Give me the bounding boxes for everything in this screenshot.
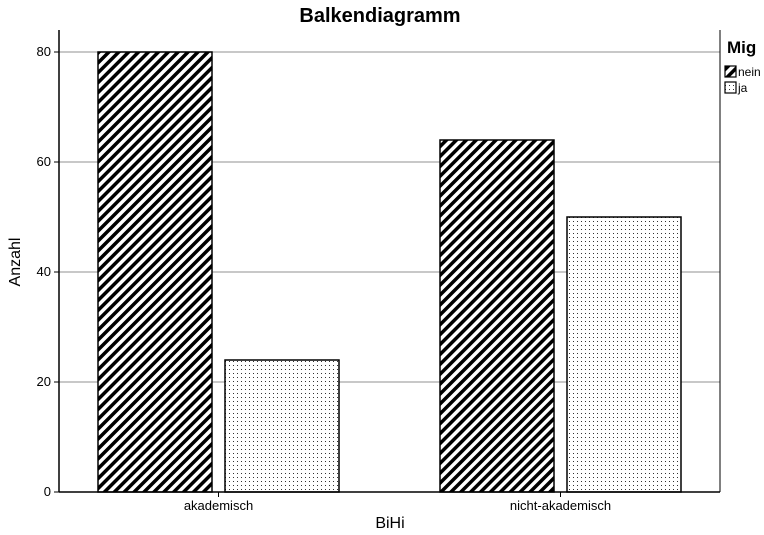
legend-title: Mig — [727, 38, 756, 57]
x-tick-label: akademisch — [184, 498, 253, 513]
y-tick-label: 80 — [37, 44, 51, 59]
y-axis-ticks: 0 20 40 60 80 — [37, 44, 59, 499]
chart-title: Balkendiagramm — [299, 5, 460, 27]
bar-ja-akademisch — [224, 359, 340, 493]
x-axis-ticks: akademisch nicht-akademisch — [184, 492, 611, 513]
x-axis-label: BiHi — [375, 515, 404, 532]
bar-nein-nicht-akademisch — [439, 139, 555, 493]
legend-label-ja: ja — [737, 81, 748, 95]
legend: Mig nein ja — [724, 38, 761, 95]
y-tick-label: 40 — [37, 264, 51, 279]
bar-ja-nicht-akademisch — [566, 216, 682, 493]
legend-label-nein: nein — [738, 65, 761, 79]
y-axis-label: Anzahl — [7, 238, 24, 287]
bar-nein-akademisch — [97, 51, 213, 493]
y-tick-label: 60 — [37, 154, 51, 169]
legend-swatch-ja — [724, 81, 737, 94]
bars — [97, 51, 682, 493]
legend-swatch-nein — [724, 65, 737, 78]
x-tick-label: nicht-akademisch — [510, 498, 611, 513]
legend-items: nein ja — [724, 65, 761, 95]
y-tick-label: 20 — [37, 374, 51, 389]
y-tick-label: 0 — [44, 484, 51, 499]
